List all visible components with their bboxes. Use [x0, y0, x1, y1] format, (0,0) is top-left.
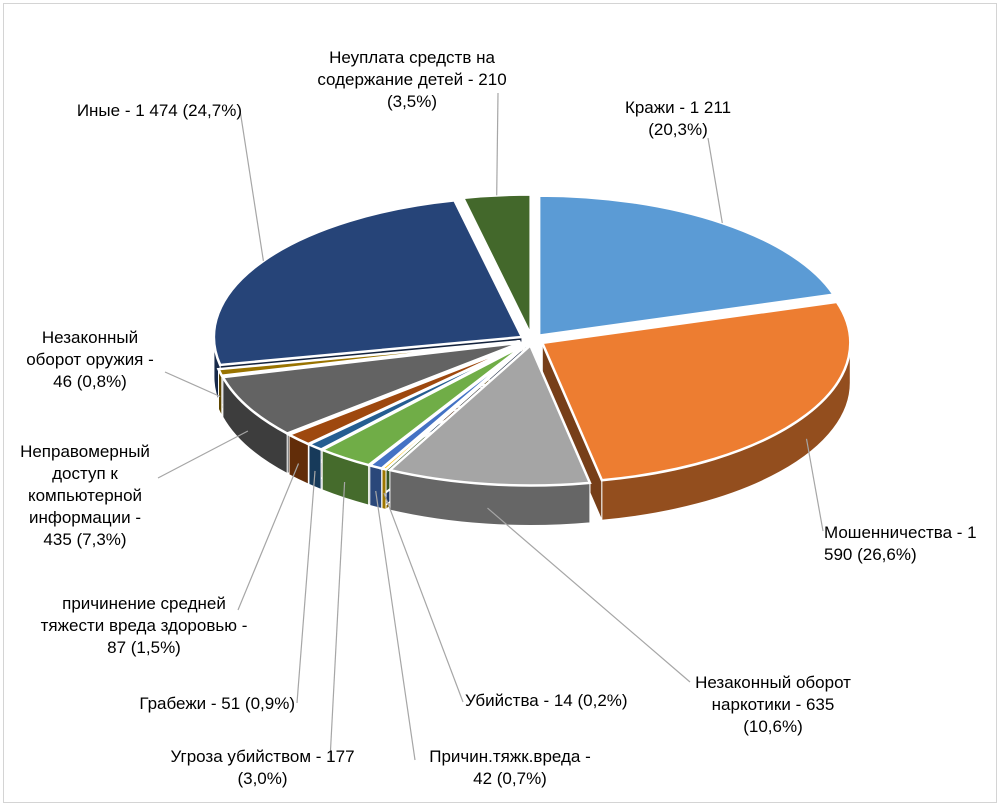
pie-slice-4-side [381, 467, 387, 511]
label-inye: Иные - 1 474 (24,7%) [76, 101, 242, 120]
leader-lines [157, 92, 824, 761]
label-ugroza: Угроза убийством - 177 (3,0%) [170, 747, 355, 788]
leader-line-8 [237, 463, 300, 611]
label-neprav-dostup: Неправомерный доступ к компьютерной инфо… [20, 442, 150, 549]
pie-slice-5-side [369, 464, 383, 510]
leader-line-3 [487, 507, 691, 683]
label-oruzhie: Незаконный оборот оружия - 46 (0,8%) [26, 328, 154, 391]
leader-line-2 [805, 438, 824, 532]
label-ubiystva: Убийства - 14 (0,2%) [465, 691, 628, 710]
leader-line-6 [329, 481, 346, 761]
pie-slice-11 [212, 199, 524, 367]
pie-slice-8 [286, 342, 524, 446]
label-srednyaya-tyazhest: причинение средней тяжести вреда здоровь… [40, 594, 248, 657]
label-tyazhk-vred: Причин.тяжк.вреда - 42 (0,7%) [429, 747, 591, 788]
pie-slice-1 [537, 194, 836, 337]
leader-line-9 [157, 430, 249, 479]
leader-line-12 [496, 92, 499, 196]
leader-line-10 [164, 371, 221, 398]
pie-slice-7-side [308, 443, 322, 491]
pie-slice-9 [220, 341, 522, 435]
leader-line-1 [707, 137, 723, 224]
leader-line-4 [383, 492, 464, 703]
label-narkotiki: Незаконный оборот наркотики - 635 (10,6%… [695, 673, 851, 736]
leader-line-5 [375, 490, 416, 761]
pie-slice-12 [461, 193, 532, 336]
leader-line-7 [296, 470, 316, 704]
pie-slice-10 [216, 339, 521, 378]
label-grabezhi: Грабежи - 51 (0,9%) [139, 694, 295, 713]
leader-line-11 [239, 109, 264, 261]
label-moshennichestva: Мошенничества - 1 590 (26,6%) [824, 523, 977, 564]
pie-slice-3 [387, 343, 592, 487]
pie-slice-2 [540, 300, 852, 482]
pie-tops [212, 193, 852, 487]
label-krazhi: Кражи - 1 211 (20,3%) [624, 98, 732, 139]
label-neuplata: Неуплата средств на содержание детей - 2… [317, 48, 507, 111]
